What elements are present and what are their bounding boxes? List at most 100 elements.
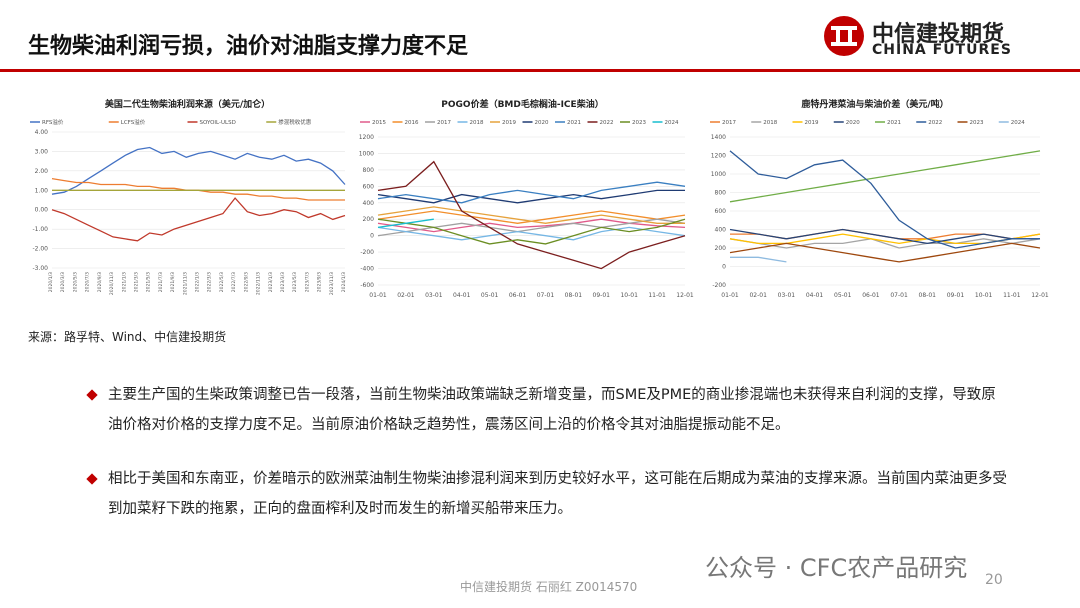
x-tick-label: 2023/11/3 bbox=[329, 272, 335, 295]
y-tick-label: 200 bbox=[715, 245, 727, 252]
legend-label: 2018 bbox=[470, 120, 484, 126]
x-tick-label: 2021/3/3 bbox=[133, 272, 139, 292]
charts: 美国二代生物柴油利润来源（美元/加仑） RFS溢价 LCFS溢价 SOYOIL-ULS… bbox=[30, 98, 1049, 299]
x-tick-label: 04-01 bbox=[453, 292, 471, 299]
y-tick-label: -200 bbox=[360, 249, 374, 256]
x-tick-label: 06-01 bbox=[509, 292, 527, 299]
y-tick-label: 0 bbox=[370, 233, 374, 240]
x-tick-label: 2021/9/3 bbox=[170, 272, 176, 292]
legend-label: 2018 bbox=[763, 120, 777, 126]
logo-text-en: CHINA FUTURES bbox=[872, 42, 1012, 58]
x-tick-label: 09-01 bbox=[947, 292, 965, 299]
y-tick-label: -1.00 bbox=[32, 226, 48, 233]
y-tick-label: 600 bbox=[363, 183, 375, 190]
y-tick-label: 400 bbox=[363, 200, 375, 207]
y-tick-label: 1000 bbox=[711, 171, 726, 178]
title-rule bbox=[0, 69, 1080, 72]
series-line bbox=[377, 189, 685, 204]
y-tick-label: 1200 bbox=[359, 134, 374, 141]
x-tick-label: 05-01 bbox=[834, 292, 852, 299]
x-tick-label: 12-01 bbox=[676, 292, 694, 299]
series-line bbox=[729, 242, 1041, 263]
legend-label: 掺混税收优惠 bbox=[278, 118, 312, 126]
x-tick-label: 2023/1/3 bbox=[268, 272, 274, 292]
x-tick-label: 11-01 bbox=[648, 292, 666, 299]
x-tick-label: 2020/3/3 bbox=[60, 272, 66, 292]
x-tick-label: 09-01 bbox=[593, 292, 611, 299]
series-line bbox=[377, 206, 685, 224]
x-tick-label: 02-01 bbox=[397, 292, 415, 299]
x-tick-label: 08-01 bbox=[919, 292, 937, 299]
legend-label: 2017 bbox=[722, 120, 736, 126]
bullet-text: 主要生产国的生柴政策调整已告一段落，当前生物柴油政策端缺乏新增变量，而SME及P… bbox=[108, 387, 996, 433]
logo-text: 中信建投期货 bbox=[872, 22, 1005, 47]
series-line bbox=[51, 177, 345, 201]
series-line bbox=[729, 150, 1040, 249]
legend-label: 2022 bbox=[600, 120, 614, 126]
legend-label: 2021 bbox=[567, 120, 581, 126]
x-tick-label: 01-01 bbox=[369, 292, 387, 299]
legend-label: 2020 bbox=[535, 120, 549, 126]
legend-label: 2017 bbox=[437, 120, 451, 126]
x-tick-label: 2022/9/3 bbox=[243, 272, 249, 292]
y-tick-label: 2.00 bbox=[35, 168, 49, 175]
x-tick-label: 2020/9/3 bbox=[97, 272, 103, 292]
series-line bbox=[377, 218, 686, 233]
y-tick-label: -200 bbox=[712, 282, 726, 289]
x-tick-label: 2021/1/3 bbox=[121, 272, 127, 292]
x-tick-label: 2020/11/3 bbox=[109, 272, 115, 295]
x-tick-label: 2021/7/3 bbox=[158, 272, 164, 292]
y-tick-label: 0.00 bbox=[35, 207, 49, 214]
legend-label: 2023 bbox=[970, 120, 984, 126]
x-tick-label: 06-01 bbox=[862, 292, 880, 299]
x-tick-label: 10-01 bbox=[975, 292, 993, 299]
x-tick-label: 2022/3/3 bbox=[207, 272, 213, 292]
x-tick-label: 2022/11/3 bbox=[256, 272, 262, 295]
x-tick-label: 05-01 bbox=[481, 292, 499, 299]
series-line bbox=[377, 218, 434, 229]
logo-mark bbox=[824, 16, 864, 56]
y-tick-label: 200 bbox=[363, 216, 375, 223]
x-tick-label: 10-01 bbox=[620, 292, 638, 299]
series-line bbox=[730, 256, 787, 263]
legend-label: 2020 bbox=[846, 120, 860, 126]
legend-label: 2024 bbox=[665, 120, 679, 126]
x-tick-label: 2020/5/3 bbox=[72, 272, 78, 292]
y-tick-label: -3.00 bbox=[32, 265, 48, 272]
legend-label: 2019 bbox=[805, 120, 819, 126]
x-tick-label: 11-01 bbox=[1003, 292, 1021, 299]
legend-label: 2019 bbox=[502, 120, 516, 126]
y-tick-label: 400 bbox=[715, 227, 727, 234]
legend-label: 2023 bbox=[632, 120, 646, 126]
x-tick-label: 2023/3/3 bbox=[280, 272, 286, 292]
x-tick-label: 02-01 bbox=[749, 292, 767, 299]
x-tick-label: 2020/1/3 bbox=[48, 272, 54, 292]
series-line bbox=[377, 218, 686, 245]
slide-title: 生物柴油利润亏损，油价对油脂支撑力度不足 bbox=[28, 34, 469, 59]
chart-title: 美国二代生物柴油利润来源（美元/加仑） bbox=[105, 98, 270, 110]
series-line bbox=[729, 238, 1041, 249]
y-tick-label: 800 bbox=[363, 167, 375, 174]
x-tick-label: 12-01 bbox=[1031, 292, 1049, 299]
y-tick-label: 3.00 bbox=[35, 148, 49, 155]
x-tick-label: 2023/5/3 bbox=[292, 272, 298, 292]
series-line bbox=[377, 226, 686, 241]
legend-label: RFS溢价 bbox=[42, 118, 64, 126]
legend-label: 2015 bbox=[372, 120, 386, 126]
page-number: 20 bbox=[985, 572, 1003, 588]
footer: 中信建投期货 石丽红 Z0014570 bbox=[460, 580, 638, 594]
y-tick-label: -2.00 bbox=[32, 246, 48, 253]
series-line bbox=[729, 228, 1040, 245]
x-tick-label: 2022/7/3 bbox=[231, 272, 237, 292]
x-tick-label: 07-01 bbox=[537, 292, 555, 299]
legend-label: SOYOIL-ULSD bbox=[200, 120, 236, 126]
series-line bbox=[377, 160, 686, 270]
legend-label: LCFS溢价 bbox=[121, 118, 146, 126]
watermark: 公众号 · CFC农产品研究 bbox=[705, 554, 968, 582]
series-line bbox=[729, 150, 1041, 203]
bullet-text: 相比于美国和东南亚，价差暗示的欧洲菜油制生物柴油掺混利润来到历史较好水平，这可能… bbox=[108, 471, 1007, 517]
y-tick-label: 0 bbox=[722, 264, 726, 271]
series-line bbox=[377, 181, 686, 204]
legend-label: 2022 bbox=[928, 120, 942, 126]
